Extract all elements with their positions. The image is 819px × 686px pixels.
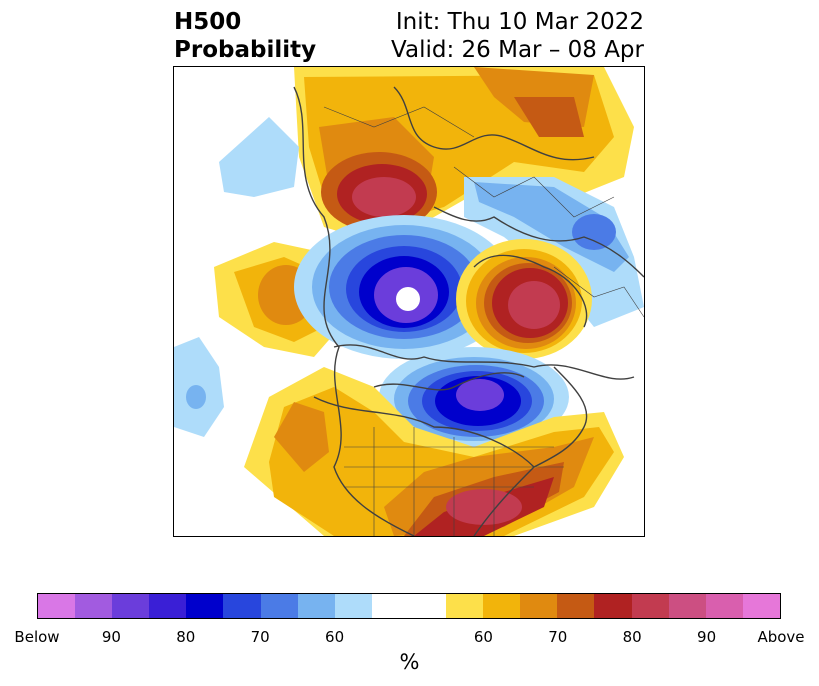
colorbar-swatch [371, 594, 409, 618]
colorbar-swatch [705, 594, 743, 618]
colorbar-swatch [223, 594, 261, 618]
colorbar-tick-label: 90 [697, 628, 717, 646]
colorbar-tick-label: 60 [473, 628, 493, 646]
init-date: Init: Thu 10 Mar 2022 [395, 9, 644, 35]
below-anomaly-west-pacific [219, 117, 299, 197]
above-anomaly-east-high [456, 239, 592, 359]
colorbar-swatch [334, 594, 372, 618]
coastlines [293, 86, 644, 536]
colorbar-tick-label: 60 [325, 628, 345, 646]
title-right: Init: Thu 10 Mar 2022 Valid: 26 Mar – 08… [391, 8, 644, 64]
colorbar-swatch [631, 594, 669, 618]
colorbar-tick-labels: Below 90 80 70 60 60 70 80 90 Above [0, 628, 819, 648]
below-anomaly-southwest [174, 337, 224, 437]
title-product: Probability [174, 37, 317, 63]
colorbar-swatch [557, 594, 595, 618]
colorbar-swatch [38, 594, 76, 618]
above-anomaly-northwest [294, 67, 634, 242]
valid-range: Valid: 26 Mar – 08 Apr [391, 37, 644, 63]
colorbar-swatch [186, 594, 224, 618]
colorbar [37, 593, 781, 619]
below-anomaly-south-low [379, 347, 569, 447]
colorbar-tick-label: 80 [176, 628, 196, 646]
colorbar-tick-label: 80 [622, 628, 642, 646]
colorbar-tick-label: 70 [548, 628, 568, 646]
title-variable: H500 [174, 9, 242, 35]
colorbar-swatch [520, 594, 558, 618]
map-panel[interactable] [173, 66, 645, 537]
colorbar-swatch [260, 594, 298, 618]
colorbar-tick-label: 70 [250, 628, 270, 646]
colorbar-swatch [149, 594, 187, 618]
colorbar-swatch [75, 594, 113, 618]
colorbar-swatch [297, 594, 335, 618]
colorbar-tick-label: Above [757, 628, 805, 646]
probability-map [174, 67, 644, 536]
colorbar-swatch [668, 594, 706, 618]
colorbar-swatch [594, 594, 632, 618]
colorbar-swatch [408, 594, 447, 618]
colorbar-unit-label: % [399, 650, 420, 674]
borders [323, 106, 644, 536]
colorbar-tick-label: Below [14, 628, 60, 646]
colorbar-swatch [742, 594, 780, 618]
title-left: H500 Probability [174, 8, 316, 64]
colorbar-swatch [112, 594, 150, 618]
colorbar-swatch [483, 594, 521, 618]
colorbar-tick-label: 90 [101, 628, 121, 646]
colorbar-swatch [446, 594, 484, 618]
below-anomaly-central-low [294, 215, 514, 359]
